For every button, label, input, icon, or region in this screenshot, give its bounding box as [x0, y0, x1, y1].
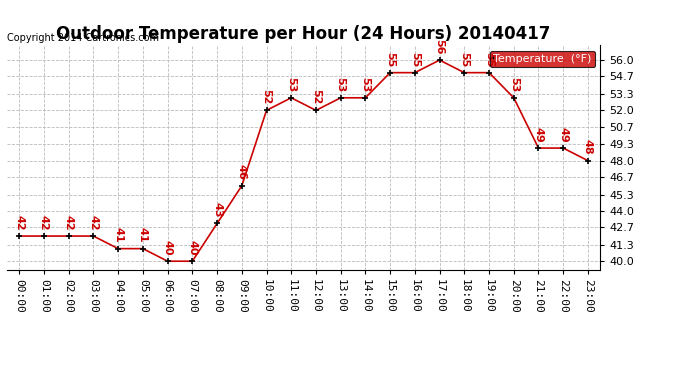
Text: 42: 42 [63, 215, 74, 231]
Text: 55: 55 [410, 52, 420, 67]
Text: 41: 41 [113, 228, 123, 243]
Title: Outdoor Temperature per Hour (24 Hours) 20140417: Outdoor Temperature per Hour (24 Hours) … [57, 26, 551, 44]
Text: 55: 55 [484, 52, 494, 67]
Text: 53: 53 [509, 77, 519, 92]
Text: 42: 42 [14, 215, 24, 231]
Text: 41: 41 [138, 228, 148, 243]
Text: 49: 49 [558, 127, 568, 142]
Text: 43: 43 [212, 202, 222, 218]
Text: 42: 42 [88, 215, 99, 231]
Text: 42: 42 [39, 215, 49, 231]
Text: 53: 53 [286, 77, 296, 92]
Text: 55: 55 [385, 52, 395, 67]
Text: 40: 40 [188, 240, 197, 256]
Text: 56: 56 [435, 39, 444, 54]
Text: 52: 52 [311, 89, 321, 105]
Text: Copyright 2014 Cartronics.com: Copyright 2014 Cartronics.com [7, 33, 159, 43]
Legend: Temperature  (°F): Temperature (°F) [490, 51, 595, 67]
Text: 49: 49 [533, 127, 544, 142]
Text: 46: 46 [237, 165, 247, 180]
Text: 53: 53 [360, 77, 371, 92]
Text: 53: 53 [336, 77, 346, 92]
Text: 52: 52 [262, 89, 271, 105]
Text: 40: 40 [163, 240, 172, 256]
Text: 48: 48 [583, 140, 593, 155]
Text: 55: 55 [460, 52, 469, 67]
